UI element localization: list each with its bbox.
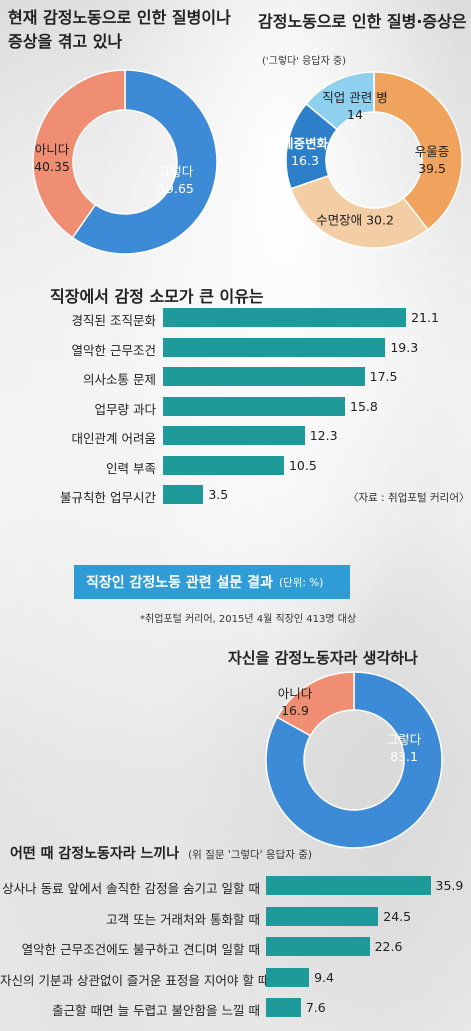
donut1-label-no-value: 40.35	[34, 159, 70, 174]
bar2-label-2: 열악한 근무조건에도 불구하고 견디며 일할 때	[21, 942, 260, 957]
donut2-label-1: 수면장애 30.2	[316, 212, 394, 229]
donut3-slice-0	[265, 671, 443, 849]
donut3-label-yes-value: 83.1	[390, 749, 418, 764]
donut2-label-1-value: 30.2	[366, 212, 394, 228]
donut2-slice-0	[373, 71, 463, 231]
donut1-chart	[32, 69, 218, 255]
donut2-chart	[285, 71, 463, 249]
donut2-label-1-name: 수면장애	[316, 212, 363, 228]
donut3-label-yes: 그렇다 83.1	[387, 731, 422, 765]
donut3-label-yes-name: 그렇다	[386, 732, 422, 747]
bar1-value-4: 12.3	[309, 428, 338, 443]
donut1-title: 현재 감정노동으로 인한 질병이나 증상을 겪고 있나	[8, 8, 231, 51]
donut3-title: 자신을 감정노동자라 생각하나	[228, 649, 418, 667]
donut3-chart	[265, 671, 443, 849]
donut2-label-3: 직업 관련 병 14	[322, 89, 387, 123]
bar1-bar-5	[163, 455, 284, 475]
bar1-value-1: 19.3	[390, 339, 419, 355]
donut1-label-yes-value: 59.65	[158, 181, 194, 196]
bar2-label-3: 자신의 기분과 상관없이 즐거운 표정을 지어야 할 때	[0, 972, 270, 988]
bar2-label-1: 고객 또는 거래처와 통화할 때	[106, 911, 260, 927]
bar1-title: 직장에서 감정 소모가 큰 이유는	[50, 287, 264, 306]
donut3-slice-1	[276, 671, 355, 737]
bar2-value-4: 7.6	[305, 1000, 326, 1015]
bar1-bar-3	[163, 396, 346, 416]
bar2-bar-2	[266, 937, 370, 956]
bar1-label-2: 의사소통 문제	[83, 372, 156, 387]
bar2-value-1: 24.5	[383, 908, 412, 924]
donut2-subtitle: ('그렇다' 응답자 중)	[262, 56, 347, 67]
donut2-title: 감정노동으로 인한 질병·증상은	[258, 12, 467, 31]
bar1-bar-4	[163, 426, 305, 445]
bar1-bar-2	[163, 367, 365, 386]
bar2-bar-4	[266, 998, 301, 1017]
bar2-bar-0	[266, 876, 431, 895]
donut2-label-2-name: 체중변화	[281, 136, 329, 151]
donut3-label-no: 아니다 16.9	[278, 685, 313, 719]
bar2-label-0: 상사나 동료 앞에서 솔직한 감정을 숨기고 일할 때	[2, 881, 260, 896]
bar1-bar-1	[163, 337, 386, 357]
donut3-label-no-value: 16.9	[281, 703, 309, 718]
donut3-label-no-name: 아니다	[277, 686, 313, 701]
bar2-value-2: 22.6	[374, 939, 403, 954]
bar1-label-1: 열악한 근무조건	[71, 342, 156, 358]
bar2-value-0: 35.9	[435, 878, 464, 893]
bar2-title-text: 어떤 때 감정노동자라 느끼나	[10, 846, 180, 862]
survey-note: *취업포털 커리어, 2015년 4월 직장인 413명 대상	[140, 614, 357, 625]
donut2-label-2: 체중변화 16.3	[282, 135, 328, 169]
bar1-bar-0	[163, 308, 407, 327]
survey-header-unit: (단위: %)	[278, 576, 324, 589]
bar1-value-5: 10.5	[288, 457, 317, 473]
survey-header-title: 직장인 감정노동 관련 설문 결과	[86, 575, 273, 591]
donut2-label-0-name: 우울증	[414, 144, 450, 159]
source-credit: 〈자료 : 취업포털 커리어〉	[348, 492, 470, 504]
bar2-title: 어떤 때 감정노동자라 느끼나 (위 질문 '그렇다' 응답자 중)	[10, 843, 312, 863]
bar1-label-6: 불규칙한 업무시간	[60, 490, 156, 505]
bar2-label-4: 출근할 때면 늘 두렵고 불안함을 느낄 때	[52, 1003, 260, 1018]
donut1-slice-0	[71, 69, 218, 255]
bar1-value-6: 3.5	[208, 487, 229, 502]
bar1-value-0: 21.1	[411, 310, 439, 325]
donut1-slice-1	[32, 69, 126, 239]
donut1-label-no: 아니다 40.35	[34, 141, 70, 175]
bar1-label-0: 경직된 조직문화	[71, 313, 156, 328]
donut2-label-0: 우울증 39.5	[415, 143, 450, 177]
bar2-bar-1	[266, 906, 379, 926]
bar1-value-2: 17.5	[369, 369, 398, 384]
donut2-label-2-value: 16.3	[291, 153, 319, 168]
donut2-label-0-value: 39.5	[418, 161, 446, 176]
donut1-label-yes-name: 그렇다	[158, 164, 194, 179]
donut1-label-yes: 그렇다 59.65	[158, 163, 194, 197]
donut2-label-3-name: 직업 관련 병	[322, 90, 388, 105]
donut2-label-3-value: 14	[347, 107, 363, 122]
bar2-subtitle: (위 질문 '그렇다' 응답자 중)	[188, 849, 312, 861]
donut1-label-no-name: 아니다	[34, 142, 70, 157]
survey-header: 직장인 감정노동 관련 설문 결과 (단위: %)	[74, 565, 350, 599]
bar2-bar-3	[266, 967, 310, 987]
bar1-label-5: 인력 부족	[106, 460, 156, 476]
bar1-label-4: 대인관계 어려움	[71, 431, 156, 446]
donut2-slice-3	[305, 71, 375, 131]
bar1-label-3: 업무량 과다	[94, 401, 156, 417]
bar2-value-3: 9.4	[314, 969, 334, 985]
bar1-bar-6	[163, 485, 204, 504]
donut2-slice-1	[289, 174, 429, 249]
bar1-value-3: 15.8	[350, 398, 378, 414]
